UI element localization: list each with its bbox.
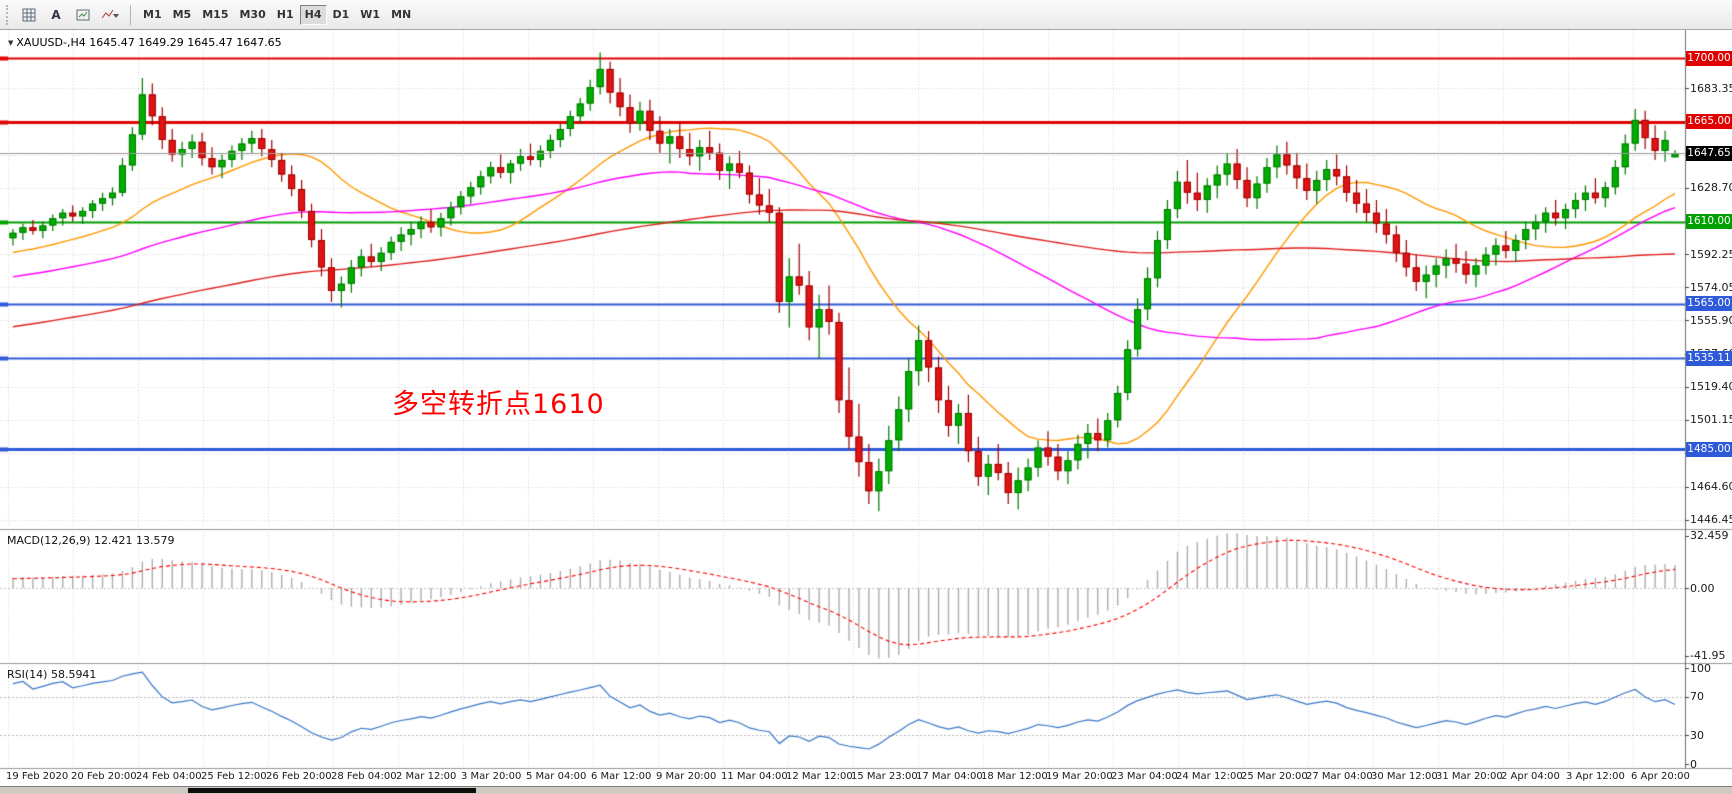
- toolbar-drag-handle[interactable]: [6, 4, 10, 25]
- timeframe-toolbar: M1 M5 M15 M30 H1 H4 D1 W1 MN: [138, 4, 416, 25]
- price-axis-label: 1555.90: [1690, 313, 1732, 327]
- rsi-axis-label: 70: [1690, 690, 1704, 704]
- chart-grid-icon[interactable]: [16, 4, 42, 26]
- taskbar-segment[interactable]: [188, 788, 476, 793]
- price-axis-label: 1464.60: [1690, 480, 1732, 493]
- time-axis-label: 24 Feb 04:00: [136, 771, 202, 782]
- current-price-box: 1647.65: [1686, 145, 1732, 161]
- font-icon[interactable]: A: [51, 7, 61, 22]
- time-axis-label: 15 Mar 23:00: [851, 771, 918, 782]
- timeframe-h1-button[interactable]: H1: [276, 8, 294, 21]
- timeframe-m30-button[interactable]: M30: [239, 8, 266, 21]
- time-axis-label: 25 Mar 20:00: [1241, 771, 1308, 782]
- level-price-box[interactable]: 1535.11: [1686, 350, 1732, 366]
- time-axis-label: 6 Apr 20:00: [1631, 771, 1690, 782]
- time-axis-label: 28 Feb 04:00: [331, 771, 397, 782]
- timeframe-m15-button[interactable]: M15: [202, 8, 229, 21]
- timeframe-d1-button[interactable]: D1: [332, 8, 350, 21]
- toolbar-separator: [130, 4, 131, 25]
- time-axis-label: 25 Feb 12:00: [201, 771, 267, 782]
- time-axis-label: 26 Feb 20:00: [266, 771, 332, 782]
- time-axis-label: 31 Mar 20:00: [1436, 771, 1503, 782]
- macd-indicator-label: MACD(12,26,9) 12.421 13.579: [7, 534, 175, 547]
- level-price-box[interactable]: 1565.00: [1686, 296, 1732, 312]
- time-axis-label: 9 Mar 20:00: [656, 771, 717, 782]
- time-axis-label: 3 Apr 12:00: [1566, 771, 1625, 782]
- macd-axis-label: 32.459: [1690, 529, 1729, 543]
- price-axis-label: 1519.40: [1690, 380, 1732, 394]
- time-axis-label: 23 Mar 04:00: [1111, 771, 1178, 782]
- macd-axis-label: 0.00: [1690, 581, 1715, 595]
- symbol-ohlc-text: XAUUSD-,H4 1645.47 1649.29 1645.47 1647.…: [16, 36, 282, 49]
- level-price-box[interactable]: 1610.00: [1686, 214, 1732, 230]
- rsi-indicator-label: RSI(14) 58.5941: [7, 668, 97, 681]
- chart-annotation: 多空转折点1610: [392, 389, 605, 420]
- price-axis-label: 1628.70: [1690, 181, 1732, 195]
- time-axis-label: 27 Mar 04:00: [1306, 771, 1373, 782]
- level-price-box[interactable]: 1700.00: [1686, 50, 1732, 66]
- price-axis-label: 1446.45: [1690, 513, 1732, 527]
- time-axis-label: 19 Feb 2020: [6, 771, 69, 782]
- time-axis-label: 12 Mar 12:00: [786, 771, 853, 782]
- time-axis-label: 6 Mar 12:00: [591, 771, 652, 782]
- symbol-marker-icon: ▼: [8, 39, 14, 47]
- timeframe-h4-button[interactable]: H4: [299, 4, 327, 25]
- macd-axis-label: -41.95: [1690, 649, 1726, 663]
- time-axis-label: 18 Mar 12:00: [981, 771, 1048, 782]
- new-chart-icon[interactable]: [70, 4, 96, 26]
- time-axis-label: 17 Mar 04:00: [916, 771, 983, 782]
- time-axis-label: 19 Mar 20:00: [1046, 771, 1113, 782]
- toolbar: A M1 M5 M15 M30 H1 H4 D1 W1 MN: [0, 0, 1732, 30]
- timeframe-w1-button[interactable]: W1: [360, 8, 381, 21]
- time-axis-label: 11 Mar 04:00: [721, 771, 788, 782]
- timeframe-m1-button[interactable]: M1: [143, 8, 162, 21]
- price-axis-label: 1683.35: [1690, 81, 1732, 95]
- timeframe-m5-button[interactable]: M5: [172, 8, 192, 21]
- time-axis-label: 2 Mar 12:00: [396, 771, 457, 782]
- timeframe-mn-button[interactable]: MN: [391, 8, 412, 21]
- time-axis-label: 5 Mar 04:00: [526, 771, 587, 782]
- bottom-status-strip: [0, 786, 1732, 794]
- price-axis-label: 1592.25: [1690, 247, 1732, 261]
- time-axis-label: 30 Mar 12:00: [1371, 771, 1438, 782]
- rsi-axis-label: 30: [1690, 728, 1704, 742]
- time-axis-label: 24 Mar 12:00: [1176, 771, 1243, 782]
- rsi-axis-label: 0: [1690, 757, 1697, 771]
- time-axis-label: 20 Feb 20:00: [71, 771, 137, 782]
- level-price-box[interactable]: 1665.00: [1686, 114, 1732, 130]
- time-axis-label: 3 Mar 20:00: [461, 771, 522, 782]
- symbol-ohlc-info: ▼ XAUUSD-,H4 1645.47 1649.29 1645.47 1647…: [8, 36, 282, 49]
- time-axis-label: 2 Apr 04:00: [1501, 771, 1560, 782]
- indicators-dropdown-icon[interactable]: [97, 4, 123, 26]
- rsi-axis-label: 100: [1690, 661, 1711, 675]
- price-axis-label: 1501.15: [1690, 413, 1732, 427]
- level-price-box[interactable]: 1485.00: [1686, 441, 1732, 457]
- toolbar-icon-group: A: [16, 4, 123, 26]
- price-axis-label: 1574.05: [1690, 280, 1732, 294]
